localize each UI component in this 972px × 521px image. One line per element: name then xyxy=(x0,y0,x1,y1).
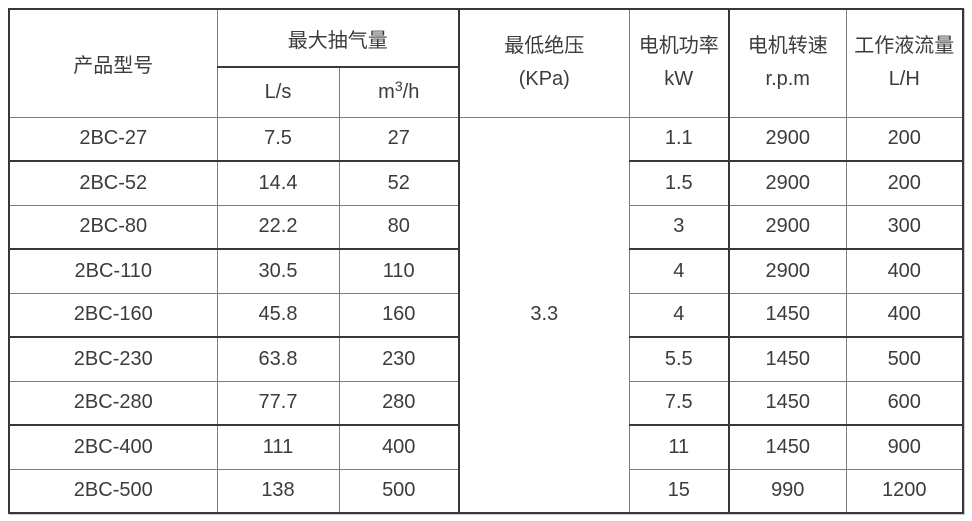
cell-model: 2BC-110 xyxy=(8,248,218,294)
cell-model: 2BC-280 xyxy=(8,380,218,426)
header-motor-speed-line2: r.p.m xyxy=(765,68,810,91)
cell-model: 2BC-500 xyxy=(8,468,218,514)
table-row: 2BC-27 7.5 27 3.3 1.1 2900 200 xyxy=(8,116,964,514)
cell-rpm: 2900 xyxy=(728,248,847,294)
cell-model: 2BC-160 xyxy=(8,292,218,338)
cell-rpm: 1450 xyxy=(728,380,847,426)
product-spec-table: 产品型号 最大抽气量 最低绝压 (KPa) 电机功率 kW 电机转速 r.p.m… xyxy=(8,8,964,514)
cell-m3h: 52 xyxy=(338,160,460,206)
cell-ls: 30.5 xyxy=(216,248,340,294)
cell-ls: 138 xyxy=(216,468,340,514)
cell-model: 2BC-400 xyxy=(8,424,218,470)
cell-rpm: 2900 xyxy=(728,116,847,162)
cell-m3h: 110 xyxy=(338,248,460,294)
header-unit-ls: L/s xyxy=(216,66,340,118)
table-row: 2BC-400 111 400 11 1450 900 xyxy=(8,424,964,470)
header-min-abs-pressure-line2: (KPa) xyxy=(518,68,570,91)
header-motor-power: 电机功率 kW xyxy=(628,8,730,118)
header-unit-m3h-base: m xyxy=(378,80,395,103)
cell-lh: 200 xyxy=(845,116,964,162)
cell-lh: 400 xyxy=(845,292,964,338)
cell-m3h: 400 xyxy=(338,424,460,470)
cell-lh: 900 xyxy=(845,424,964,470)
table-row: 2BC-500 138 500 15 990 1200 xyxy=(8,468,964,514)
cell-rpm: 2900 xyxy=(728,204,847,250)
cell-m3h: 230 xyxy=(338,336,460,382)
cell-lh: 600 xyxy=(845,380,964,426)
header-motor-speed-line1: 电机转速 xyxy=(747,35,828,58)
cell-kw: 7.5 xyxy=(628,380,730,426)
cell-ls: 111 xyxy=(216,424,340,470)
header-unit-m3h-rest: /h xyxy=(402,80,420,103)
cell-model: 2BC-80 xyxy=(8,204,218,250)
cell-m3h: 27 xyxy=(338,116,460,162)
header-min-abs-pressure: 最低绝压 (KPa) xyxy=(458,8,630,118)
cell-model: 2BC-52 xyxy=(8,160,218,206)
cell-m3h: 280 xyxy=(338,380,460,426)
table-row: 2BC-52 14.4 52 1.5 2900 200 xyxy=(8,160,964,206)
header-unit-m3h: m3/h xyxy=(338,66,460,118)
cell-rpm: 1450 xyxy=(728,424,847,470)
cell-min-abs-pressure: 3.3 xyxy=(458,116,630,514)
cell-m3h: 80 xyxy=(338,204,460,250)
header-product-model: 产品型号 xyxy=(8,8,218,118)
header-motor-power-line2: kW xyxy=(664,68,694,91)
table-row: 2BC-80 22.2 80 3 2900 300 xyxy=(8,204,964,250)
cell-model: 2BC-230 xyxy=(8,336,218,382)
cell-model: 2BC-27 xyxy=(8,116,218,162)
cell-lh: 300 xyxy=(845,204,964,250)
cell-rpm: 2900 xyxy=(728,160,847,206)
cell-rpm: 1450 xyxy=(728,292,847,338)
header-working-fluid-flow-line2: L/H xyxy=(888,68,920,91)
cell-kw: 1.5 xyxy=(628,160,730,206)
cell-kw: 3 xyxy=(628,204,730,250)
cell-kw: 11 xyxy=(628,424,730,470)
header-motor-power-line1: 电机功率 xyxy=(638,35,719,58)
cell-lh: 400 xyxy=(845,248,964,294)
header-min-abs-pressure-line1: 最低绝压 xyxy=(504,35,585,58)
table-body: 2BC-27 7.5 27 3.3 1.1 2900 200 2BC-52 14.4 52 1.5 2… xyxy=(8,116,964,514)
cell-kw: 15 xyxy=(628,468,730,514)
header-working-fluid-flow-line1: 工作液流量 xyxy=(854,35,955,58)
cell-m3h: 160 xyxy=(338,292,460,338)
cell-ls: 63.8 xyxy=(216,336,340,382)
header-max-pumping-capacity: 最大抽气量 xyxy=(216,8,460,68)
cell-kw: 4 xyxy=(628,248,730,294)
cell-lh: 1200 xyxy=(845,468,964,514)
cell-kw: 5.5 xyxy=(628,336,730,382)
cell-lh: 200 xyxy=(845,160,964,206)
cell-rpm: 1450 xyxy=(728,336,847,382)
cell-ls: 77.7 xyxy=(216,380,340,426)
cell-ls: 14.4 xyxy=(216,160,340,206)
table-row: 2BC-280 77.7 280 7.5 1450 600 xyxy=(8,380,964,426)
cell-ls: 45.8 xyxy=(216,292,340,338)
table-row: 2BC-160 45.8 160 4 1450 400 xyxy=(8,292,964,338)
cell-m3h: 500 xyxy=(338,468,460,514)
cell-ls: 7.5 xyxy=(216,116,340,162)
cell-kw: 4 xyxy=(628,292,730,338)
cell-lh: 500 xyxy=(845,336,964,382)
cell-kw: 1.1 xyxy=(628,116,730,162)
cell-rpm: 990 xyxy=(728,468,847,514)
cell-ls: 22.2 xyxy=(216,204,340,250)
header-working-fluid-flow: 工作液流量 L/H xyxy=(845,8,964,118)
header-motor-speed: 电机转速 r.p.m xyxy=(728,8,847,118)
header-unit-m3h-sup: 3 xyxy=(394,77,403,94)
